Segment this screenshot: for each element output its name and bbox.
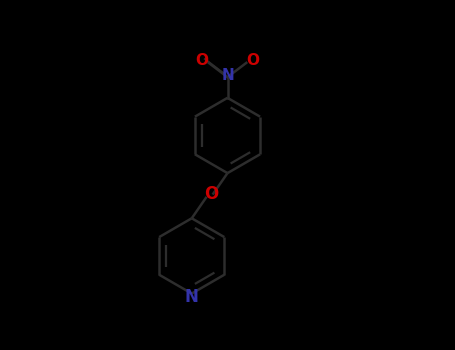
Text: N: N — [185, 288, 199, 306]
Text: O: O — [204, 185, 219, 203]
Text: O: O — [247, 54, 260, 69]
Text: O: O — [195, 54, 208, 69]
Text: N: N — [221, 68, 234, 83]
